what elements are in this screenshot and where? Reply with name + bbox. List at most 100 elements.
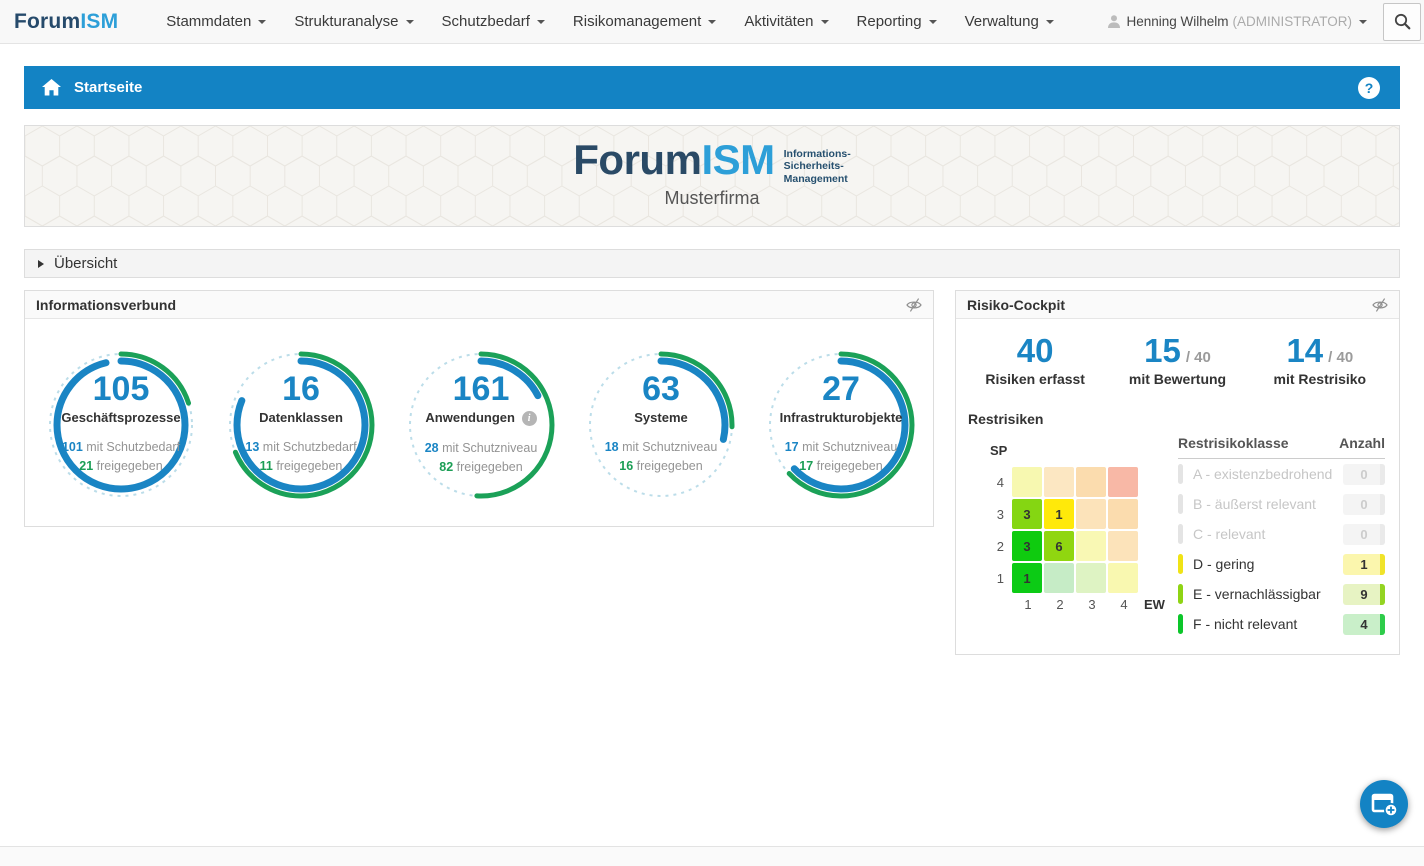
stat-line2: 17 freigegeben	[761, 457, 921, 476]
app-logo[interactable]: ForumISM	[14, 10, 118, 34]
chevron-down-icon	[708, 20, 716, 24]
restrisiken-section: Restrisiken SP 433123611 1234EW Restrisi…	[956, 399, 1399, 639]
cockpit-stat-risiken-erfasst: 40 Risiken erfasst	[964, 334, 1106, 387]
cockpit-stat-mit-restrisiko: 14/ 40 mit Restrisiko	[1249, 334, 1391, 387]
banner-logo-part2: ISM	[701, 136, 774, 183]
restrisiko-row-e-vernachl-ssigbar: E - vernachlässigbar 9	[1178, 579, 1385, 609]
info-icon[interactable]: i	[522, 411, 537, 426]
matrix-cell-sp2-ew2: 6	[1044, 531, 1074, 561]
page-title: Startseite	[74, 79, 142, 96]
badge-edge	[1380, 464, 1385, 485]
add-widget-fab[interactable]	[1360, 780, 1408, 828]
nav-right: Henning Wilhelm (ADMINISTRATOR)	[1108, 3, 1424, 41]
stat-widget-systeme: 63 Systeme 18 mit Schutzniveau 16 freige…	[581, 345, 741, 505]
matrix-row: 236	[990, 531, 1165, 561]
stat-widget-anwendungen: 161 Anwendungen i 28 mit Schutzniveau 82…	[401, 345, 561, 505]
x-tick-label: 4	[1108, 597, 1140, 612]
count-badge: 1	[1343, 554, 1385, 575]
panel-header: Informationsverbund	[25, 291, 933, 319]
class-color-bar	[1178, 554, 1183, 574]
matrix-cell-sp2-ew1: 3	[1012, 531, 1042, 561]
stat-label: Datenklassen	[221, 410, 381, 425]
stat-widget-datenklassen: 16 Datenklassen 13 mit Schutzbedarf 11 f…	[221, 345, 381, 505]
overview-label: Übersicht	[54, 255, 117, 272]
window-plus-icon	[1371, 792, 1398, 817]
user-menu[interactable]: Henning Wilhelm (ADMINISTRATOR)	[1108, 14, 1367, 29]
cockpit-stat-total: / 40	[1328, 349, 1353, 366]
nav-item-schutzbedarf[interactable]: Schutzbedarf	[428, 5, 559, 38]
class-label: A - existenzbedrohend	[1193, 466, 1332, 482]
matrix-cell-sp1-ew2	[1044, 563, 1074, 593]
y-tick-label: 2	[990, 539, 1004, 554]
stat-label: Infrastrukturobjekte	[761, 410, 921, 425]
matrix-row: 11	[990, 563, 1165, 593]
chevron-down-icon	[1046, 20, 1054, 24]
matrix-cell-sp2-ew3	[1076, 531, 1106, 561]
matrix-cell-sp4-ew1	[1012, 467, 1042, 497]
nav-item-stammdaten[interactable]: Stammdaten	[152, 5, 280, 38]
count-badge: 9	[1343, 584, 1385, 605]
matrix-row: 331	[990, 499, 1165, 529]
chevron-down-icon	[537, 20, 545, 24]
stat-line1: 28 mit Schutzniveau	[401, 439, 561, 458]
class-label: E - vernachlässigbar	[1193, 586, 1321, 602]
home-button[interactable]	[42, 79, 61, 96]
banner: ForumISM Informations- Sicherheits- Mana…	[24, 125, 1400, 227]
overview-toggle[interactable]: Übersicht	[24, 249, 1400, 278]
help-button[interactable]: ?	[1358, 77, 1380, 99]
matrix-cell-sp1-ew4	[1108, 563, 1138, 593]
table-header: Restrisikoklasse Anzahl	[1178, 435, 1385, 459]
x-tick-label: 3	[1076, 597, 1108, 612]
matrix-cell-sp4-ew4	[1108, 467, 1138, 497]
chevron-down-icon	[406, 20, 414, 24]
stat-line1: 17 mit Schutzniveau	[761, 438, 921, 457]
nav-item-verwaltung[interactable]: Verwaltung	[951, 5, 1068, 38]
stat-line2: 21 freigegeben	[41, 457, 201, 476]
hide-panel-button[interactable]	[1372, 297, 1388, 313]
stat-value: 27	[761, 372, 921, 406]
footer-bar	[0, 846, 1424, 866]
search-button[interactable]	[1383, 3, 1421, 41]
stat-value: 16	[221, 372, 381, 406]
eye-slash-icon	[906, 297, 922, 313]
badge-edge	[1380, 614, 1385, 635]
logo-part2: ISM	[80, 10, 118, 33]
matrix-cell-sp4-ew2	[1044, 467, 1074, 497]
risk-matrix: SP 433123611 1234EW	[990, 443, 1165, 639]
restrisiken-title: Restrisiken	[968, 411, 1387, 427]
hide-panel-button[interactable]	[906, 297, 922, 313]
panel-informationsverbund: Informationsverbund 105 Geschäftsprozess…	[24, 290, 934, 527]
stat-line2: 82 freigegeben	[401, 458, 561, 477]
panel-title: Informationsverbund	[36, 297, 176, 313]
nav-item-strukturanalyse[interactable]: Strukturanalyse	[280, 5, 427, 38]
chevron-down-icon	[258, 20, 266, 24]
matrix-cell-sp3-ew1: 3	[1012, 499, 1042, 529]
cockpit-stat-value: 40	[1017, 332, 1054, 369]
x-axis-label: EW	[1144, 597, 1165, 612]
stat-value: 105	[41, 372, 201, 406]
logo-part1: Forum	[14, 10, 80, 33]
nav-item-reporting[interactable]: Reporting	[843, 5, 951, 38]
restrisiko-row-f-nicht-relevant: F - nicht relevant 4	[1178, 609, 1385, 639]
cockpit-stats: 40 Risiken erfasst 15/ 40 mit Bewertung …	[956, 319, 1399, 399]
panel-header: Risiko-Cockpit	[956, 291, 1399, 319]
stat-widget-gesch-ftsprozesse: 105 Geschäftsprozesse 101 mit Schutzbeda…	[41, 345, 201, 505]
table-rows: A - existenzbedrohend 0 B - äußerst rele…	[1178, 459, 1385, 639]
stat-label: Systeme	[581, 410, 741, 425]
search-icon	[1394, 13, 1411, 30]
chevron-down-icon	[1359, 20, 1367, 24]
nav-item-risikomanagement[interactable]: Risikomanagement	[559, 5, 730, 38]
restrisiko-table: Restrisikoklasse Anzahl A - existenzbedr…	[1178, 435, 1385, 639]
top-nav: ForumISM StammdatenStrukturanalyseSchutz…	[0, 0, 1424, 44]
nav-item-aktivit-ten[interactable]: Aktivitäten	[730, 5, 842, 38]
matrix-row: 4	[990, 467, 1165, 497]
class-label: B - äußerst relevant	[1193, 496, 1316, 512]
col-anzahl: Anzahl	[1339, 435, 1385, 451]
panel-title: Risiko-Cockpit	[967, 297, 1065, 313]
badge-edge	[1380, 554, 1385, 575]
count-badge: 0	[1343, 524, 1385, 545]
user-name: Henning Wilhelm	[1126, 14, 1228, 29]
stat-line2: 16 freigegeben	[581, 457, 741, 476]
question-mark-icon: ?	[1365, 80, 1374, 96]
restrisiko-row-b-u-erst-relevant: B - äußerst relevant 0	[1178, 489, 1385, 519]
